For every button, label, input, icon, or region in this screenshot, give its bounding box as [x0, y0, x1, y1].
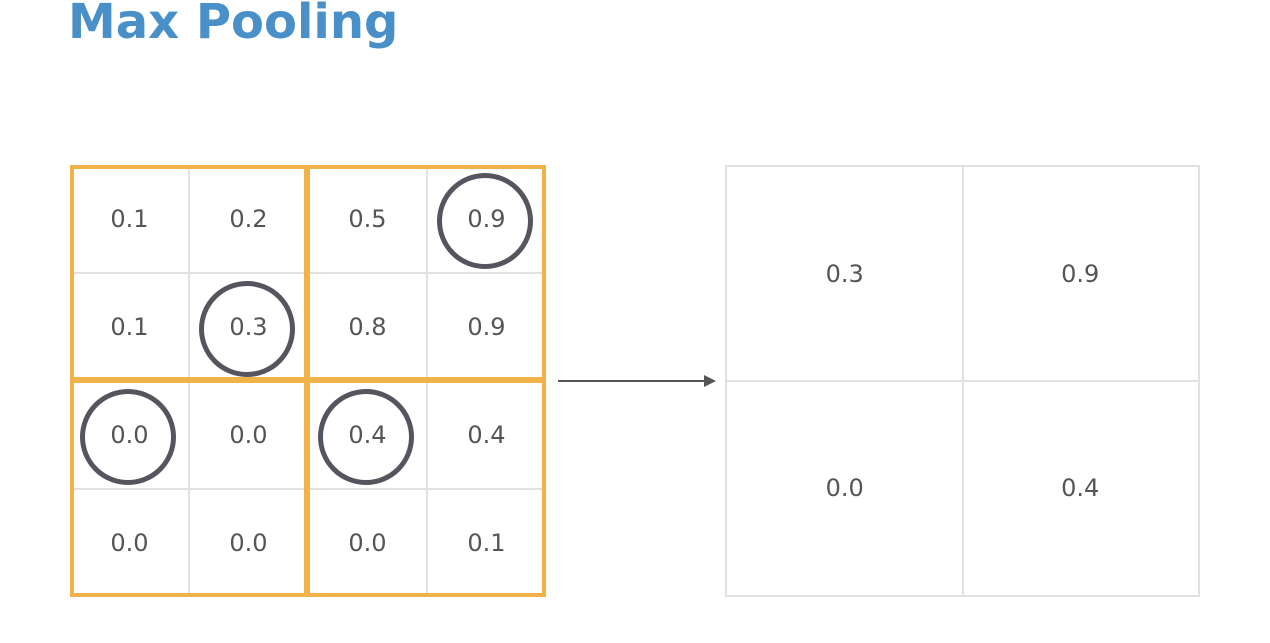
max-value-circle: [79, 389, 176, 485]
arrow-right-icon: [558, 375, 716, 387]
input-cell: 0.5: [348, 205, 387, 233]
output-cell: 0.0: [825, 474, 864, 502]
input-cell: 0.8: [348, 313, 387, 341]
output-cell: 0.9: [1061, 260, 1100, 288]
input-cell: 0.0: [229, 421, 268, 449]
output-matrix: 0.3 0.9 0.0 0.4: [725, 165, 1200, 597]
input-cell: 0.1: [110, 313, 149, 341]
input-cell: 0.0: [229, 529, 268, 557]
input-cell: 0.1: [110, 205, 149, 233]
max-value-circle: [436, 173, 533, 269]
output-cell: 0.4: [1061, 474, 1100, 502]
input-cell: 0.9: [467, 313, 506, 341]
input-cell: 0.2: [229, 205, 268, 233]
output-cell: 0.3: [825, 260, 864, 288]
max-value-circle: [317, 389, 414, 485]
page-title: Max Pooling: [68, 0, 399, 50]
input-cell: 0.0: [348, 529, 387, 557]
pooling-window: [306, 379, 546, 597]
input-cell: 0.1: [467, 529, 506, 557]
input-matrix: 0.1 0.2 0.5 0.9 0.1 0.3 0.8 0.9 0.0 0.0 0.4 0.4 0.0 0…: [70, 165, 546, 597]
output-gridline-horizontal: [727, 380, 1198, 382]
input-cell: 0.0: [110, 529, 149, 557]
max-value-circle: [198, 281, 295, 377]
input-cell: 0.4: [467, 421, 506, 449]
